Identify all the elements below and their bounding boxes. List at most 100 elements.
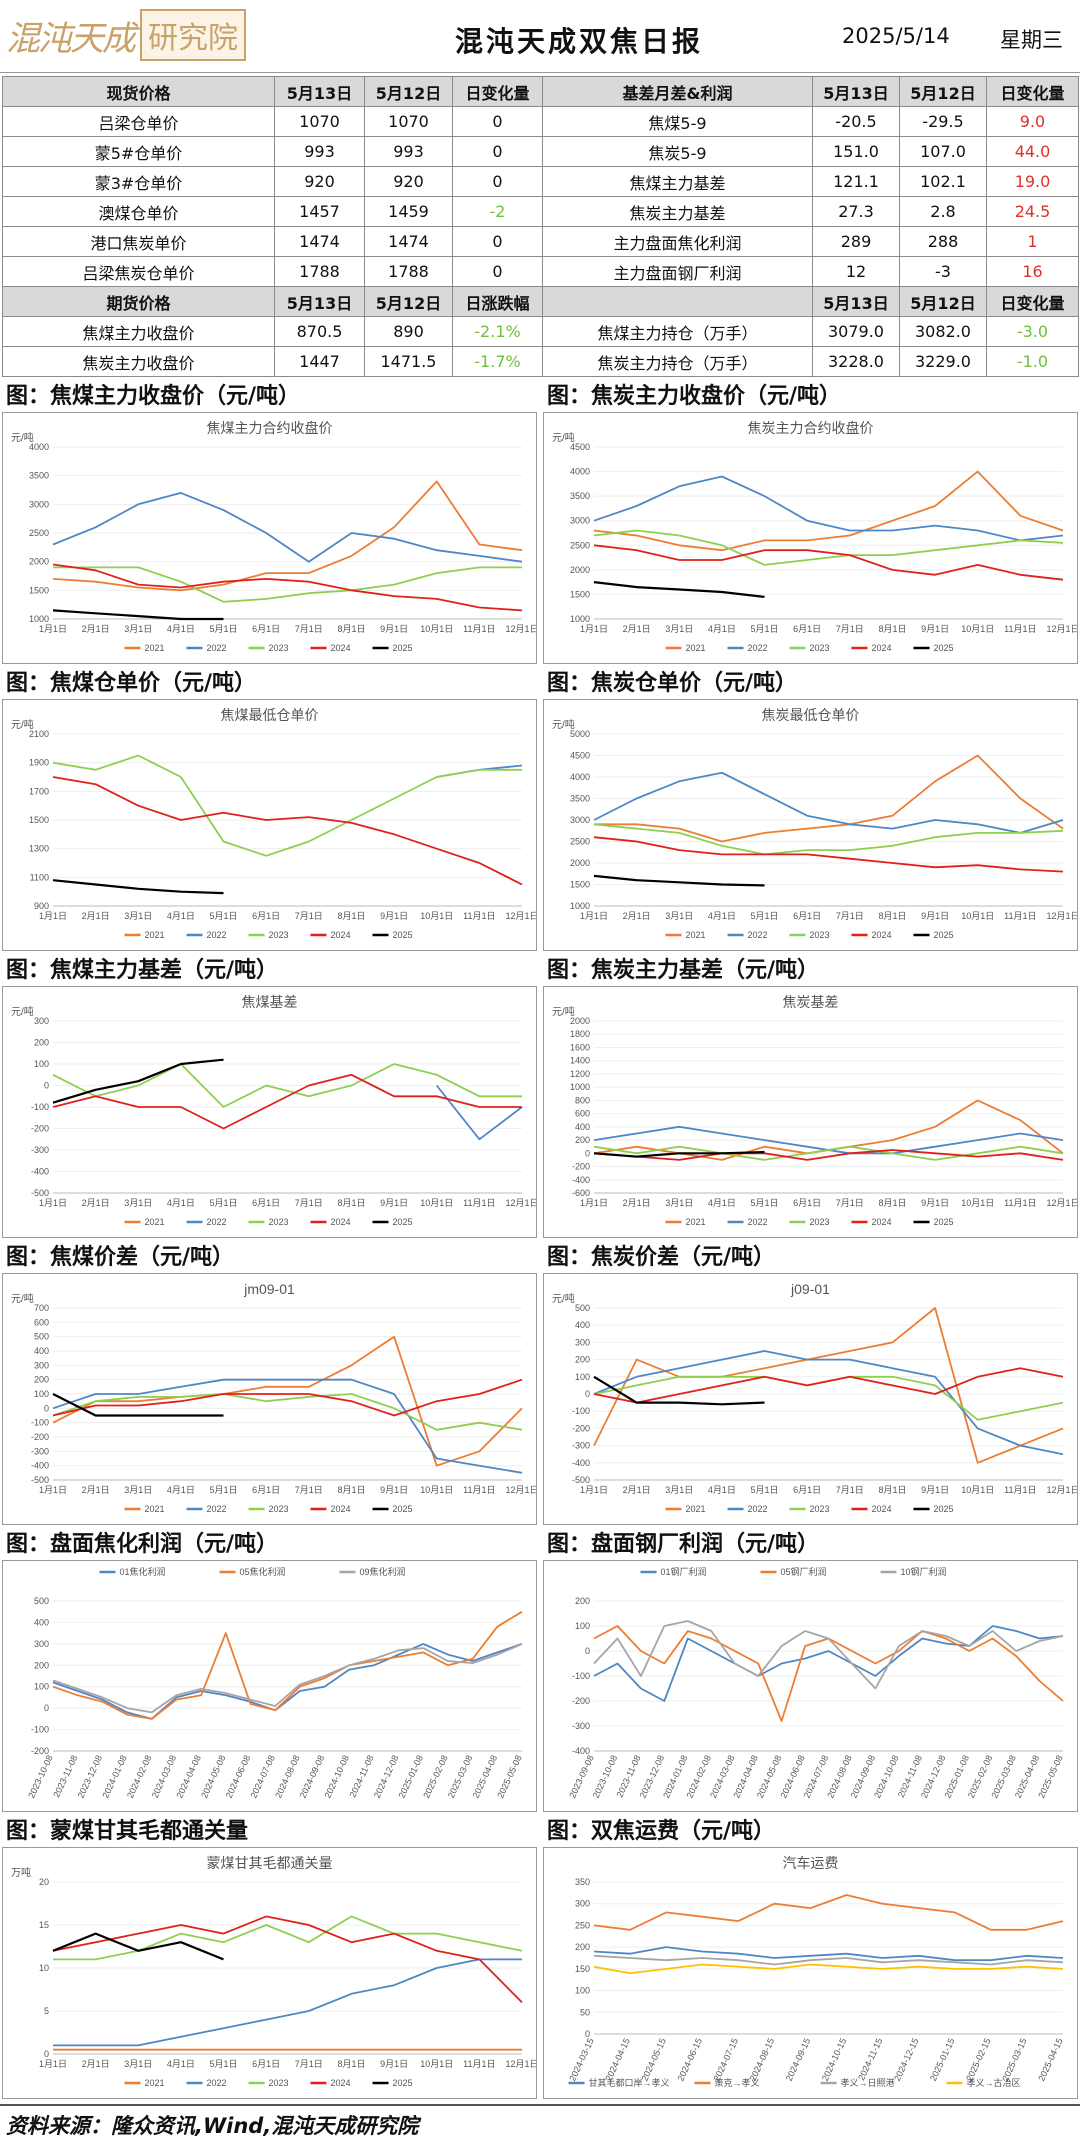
- y-tick-label: -200: [572, 1162, 590, 1172]
- table-header-cell: 5月13日: [812, 286, 900, 317]
- x-tick-label: 2024-12-08: [372, 1754, 401, 1800]
- x-tick-label: 2025-04-15: [1036, 2037, 1065, 2083]
- x-tick-label: 6月1日: [793, 911, 821, 921]
- legend-label: 2022: [748, 1217, 768, 1227]
- x-tick-label: 1月1日: [580, 911, 608, 921]
- x-tick-label: 6月1日: [252, 2059, 280, 2069]
- x-tick-label: 11月1日: [463, 911, 495, 921]
- table-header-cell: 5月12日: [364, 286, 453, 317]
- table-header-cell: 期货价格: [2, 286, 275, 317]
- x-tick-label: 2月1日: [82, 911, 110, 921]
- series-line: [593, 1625, 1064, 1722]
- table-cell: 焦煤主力收盘价: [2, 316, 275, 347]
- series-line: [52, 1915, 523, 2004]
- x-tick-label: 4月1日: [708, 624, 736, 634]
- table-header-cell: 日变化量: [986, 286, 1079, 317]
- legend-label: 2023: [269, 2078, 289, 2088]
- x-tick-label: 2025-01-15: [928, 2037, 957, 2083]
- series-line: [52, 776, 523, 886]
- table-cell: 19.0: [986, 166, 1079, 197]
- legend-label: 2025: [934, 930, 954, 940]
- y-tick-label: 200: [575, 1942, 590, 1952]
- x-tick-label: 11月1日: [463, 1198, 495, 1208]
- x-tick-label: 2023-10-08: [26, 1754, 55, 1800]
- chart-panel: 图：焦炭价差（元/吨） j09-01 元/吨 -500 -400 -300 -200 -100…: [543, 1239, 1078, 1525]
- legend-label: 2022: [207, 1217, 227, 1227]
- y-tick-label: 350: [575, 1877, 590, 1887]
- y-tick-label: 100: [575, 1621, 590, 1631]
- y-tick-label: 0: [44, 2049, 49, 2059]
- table-cell: 1070: [274, 106, 365, 137]
- table-cell: 993: [274, 136, 365, 167]
- chart-panel: 图：焦煤仓单价（元/吨） 焦煤最低仓单价 元/吨 900 1100 1300 1500 170…: [2, 665, 537, 951]
- series-line: [52, 480, 523, 592]
- source-footer: 资料来源：隆众资讯,Wind,混沌天成研究院: [0, 2104, 1080, 2140]
- table-cell: 焦炭主力持仓（万手）: [542, 346, 813, 377]
- y-tick-label: 2000: [570, 858, 590, 868]
- x-tick-label: 2025-04-08: [471, 1754, 500, 1800]
- series-line: [52, 1073, 522, 1130]
- x-tick-label: 11月1日: [1004, 1198, 1036, 1208]
- unit-label: 元/吨: [552, 431, 575, 444]
- y-tick-label: 300: [34, 1360, 49, 1370]
- table-cell: 1471.5: [364, 346, 453, 377]
- panel-title: 图：盘面钢厂利润（元/吨）: [547, 1532, 820, 1557]
- y-tick-label: 2500: [29, 528, 49, 538]
- series-line: [52, 1393, 523, 1431]
- logo-script: 混沌天成: [6, 18, 136, 59]
- chart-title: 焦煤最低仓单价: [221, 707, 319, 723]
- y-tick-label: 5000: [570, 729, 590, 739]
- x-tick-label: 2024-06-15: [676, 2037, 705, 2083]
- x-tick-label: 3月1日: [665, 624, 693, 634]
- x-tick-label: 3月1日: [124, 1198, 152, 1208]
- legend-label: 2023: [810, 643, 830, 653]
- y-tick-label: 400: [575, 1320, 590, 1330]
- table-header-cell: 5月13日: [274, 76, 365, 107]
- table-cell: 1457: [274, 196, 365, 227]
- y-tick-label: 0: [585, 1389, 590, 1399]
- y-tick-label: -500: [31, 1188, 49, 1198]
- x-tick-label: 8月1日: [878, 1485, 906, 1495]
- table-cell: 焦炭5-9: [542, 136, 813, 167]
- table-cell: -1.7%: [452, 346, 543, 377]
- legend-label: 2023: [269, 1217, 289, 1227]
- x-tick-label: 7月1日: [295, 1485, 323, 1495]
- x-tick-label: 2月1日: [623, 1485, 651, 1495]
- x-tick-label: 5月1日: [751, 911, 779, 921]
- table-header-cell: 基差月差&利润: [542, 76, 813, 107]
- y-tick-label: -200: [572, 1696, 590, 1706]
- x-tick-label: 5月1日: [210, 2059, 238, 2069]
- x-tick-label: 2月1日: [82, 624, 110, 634]
- series-line: [593, 544, 1064, 581]
- x-tick-label: 2024-04-15: [603, 2037, 632, 2083]
- legend-label: 2023: [269, 643, 289, 653]
- y-tick-label: -400: [572, 1175, 590, 1185]
- chart-panel: 图：盘面钢厂利润（元/吨） -400 -300 -200 -100 0 100 200 2023…: [543, 1526, 1078, 1812]
- line-chart: jm09-01 元/吨 -500 -400 -300 -200 -100 0 100 200 300…: [11, 1281, 536, 1514]
- series-line: [52, 1058, 224, 1104]
- x-tick-label: 11月1日: [1004, 1485, 1036, 1495]
- x-tick-label: 7月1日: [295, 2059, 323, 2069]
- chart-box: 蒙煤甘其毛都通关量 万吨 0 5 10 15 20 1月1日 2月1日 3月1日 4月1日 5月1日 6…: [2, 1847, 537, 2099]
- legend-label: 2021: [145, 643, 165, 653]
- table-cell: 焦炭主力基差: [542, 196, 813, 227]
- y-tick-label: 50: [580, 2007, 590, 2017]
- y-tick-label: 200: [34, 1375, 49, 1385]
- series-line: [593, 1350, 1064, 1456]
- x-tick-label: 5月1日: [210, 1485, 238, 1495]
- table-cell: 焦煤主力基差: [542, 166, 813, 197]
- series-line: [593, 1307, 1064, 1464]
- x-tick-label: 6月1日: [252, 1485, 280, 1495]
- chart-panel: 图：焦煤价差（元/吨） jm09-01 元/吨 -500 -400 -300 -200 -10…: [2, 1239, 537, 1525]
- legend-label: 2021: [145, 2078, 165, 2088]
- y-tick-label: -200: [31, 1432, 49, 1442]
- legend-label: 2024: [872, 1504, 892, 1514]
- table-cell: 1474: [274, 226, 365, 257]
- x-tick-label: 4月1日: [167, 1485, 195, 1495]
- legend-label: 2025: [934, 1504, 954, 1514]
- panel-title: 图：焦炭价差（元/吨）: [547, 1245, 776, 1270]
- x-tick-label: 7月1日: [295, 1198, 323, 1208]
- x-tick-label: 7月1日: [295, 911, 323, 921]
- x-tick-label: 5月1日: [210, 911, 238, 921]
